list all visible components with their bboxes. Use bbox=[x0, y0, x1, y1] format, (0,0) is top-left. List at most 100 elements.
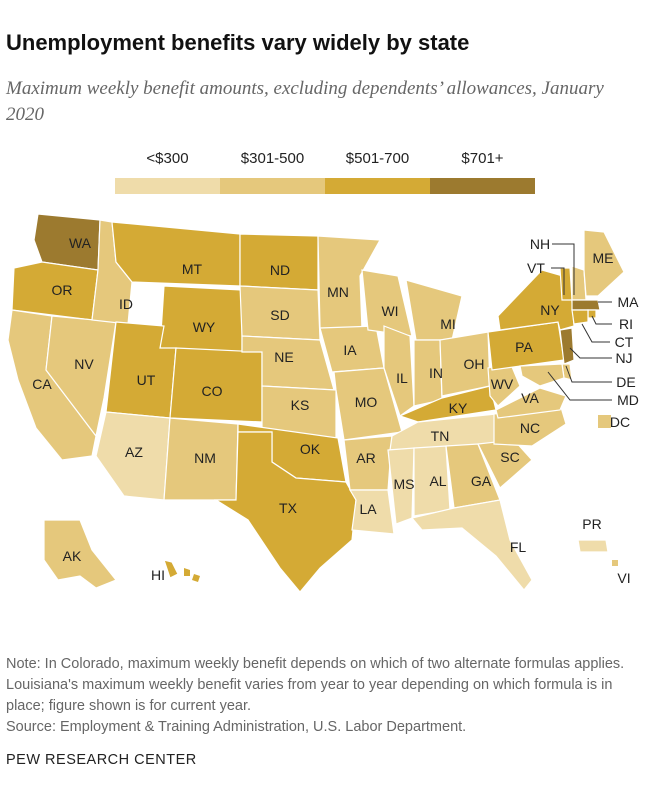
note-block: Note: In Colorado, maximum weekly benefi… bbox=[6, 654, 646, 738]
state-label-nd: ND bbox=[270, 262, 290, 278]
state-label-ia: IA bbox=[343, 342, 357, 358]
state-label-hi: HI bbox=[151, 567, 165, 583]
state-label-al: AL bbox=[429, 473, 446, 489]
note-text: Note: In Colorado, maximum weekly benefi… bbox=[6, 656, 625, 714]
state-shape-hi bbox=[163, 559, 179, 579]
legend-label: <$300 bbox=[146, 150, 189, 167]
callout-line-nj bbox=[569, 347, 612, 359]
state-label-ny: NY bbox=[540, 302, 560, 318]
state-label-in: IN bbox=[429, 365, 443, 381]
legend-item-701-plus: $701+ bbox=[430, 150, 535, 194]
state-label-ut: UT bbox=[137, 372, 156, 388]
state-label-tn: TN bbox=[431, 428, 450, 444]
state-shape-ak bbox=[43, 519, 117, 589]
island-shape-hi-1 bbox=[192, 574, 200, 582]
state-label-nc: NC bbox=[520, 420, 540, 436]
state-label-ks: KS bbox=[291, 397, 310, 413]
state-label-il: IL bbox=[396, 370, 408, 386]
state-label-nv: NV bbox=[74, 356, 94, 372]
state-label-wv: WV bbox=[491, 376, 514, 392]
callout-line-de bbox=[565, 365, 612, 383]
state-label-wi: WI bbox=[381, 303, 398, 319]
state-label-az: AZ bbox=[125, 444, 143, 460]
us-state-map: WA OR CA NV ID MT WY UT AZ CO NM ND SD NE KS OK TX MN IA MO… bbox=[7, 213, 639, 593]
state-label-tx: TX bbox=[279, 500, 298, 516]
legend-label: $301-500 bbox=[240, 150, 305, 167]
legend-item-501-700: $501-700 bbox=[325, 150, 430, 194]
legend: <$300 $301-500 $501-700 $701+ bbox=[115, 150, 535, 194]
callout-line-vt bbox=[551, 267, 565, 295]
state-shape-vt bbox=[559, 267, 573, 301]
state-label-wa: WA bbox=[69, 235, 92, 251]
state-label-dc: DC bbox=[610, 414, 630, 430]
state-shapes bbox=[7, 213, 625, 593]
island-shape-hi-0 bbox=[184, 568, 190, 576]
state-label-nh: NH bbox=[530, 236, 550, 252]
state-label-fl: FL bbox=[510, 539, 527, 555]
legend-swatch bbox=[430, 178, 535, 194]
state-labels: WA OR CA NV ID MT WY UT AZ CO NM ND SD NE KS OK TX MN IA MO… bbox=[32, 235, 639, 586]
state-shape-la bbox=[348, 489, 395, 535]
state-shape-fl bbox=[410, 499, 533, 591]
state-shape-tx bbox=[213, 431, 357, 593]
state-label-de: DE bbox=[616, 374, 635, 390]
state-label-ok: OK bbox=[300, 441, 321, 457]
state-shape-il bbox=[383, 325, 415, 417]
state-shape-ny bbox=[497, 269, 575, 331]
dc-swatch bbox=[598, 415, 611, 428]
legend-swatch bbox=[325, 178, 430, 194]
state-label-ky: KY bbox=[449, 400, 468, 416]
state-label-oh: OH bbox=[464, 356, 485, 372]
state-label-co: CO bbox=[202, 383, 223, 399]
state-label-ma: MA bbox=[618, 294, 640, 310]
state-label-md: MD bbox=[617, 392, 639, 408]
state-label-me: ME bbox=[593, 250, 614, 266]
state-shape-md bbox=[519, 363, 565, 387]
legend-swatch bbox=[220, 178, 325, 194]
state-label-ne: NE bbox=[274, 349, 293, 365]
state-label-ar: AR bbox=[356, 450, 375, 466]
callout-line-nh bbox=[552, 243, 575, 295]
callout-line-ri bbox=[591, 315, 612, 325]
state-shape-ma bbox=[571, 299, 601, 311]
state-label-mi: MI bbox=[440, 316, 456, 332]
state-shape-ct bbox=[571, 309, 589, 325]
state-label-mn: MN bbox=[327, 284, 349, 300]
callout-line-ct bbox=[581, 323, 610, 343]
state-shape-va bbox=[495, 387, 567, 419]
legend-item-301-500: $301-500 bbox=[220, 150, 325, 194]
state-shape-mn bbox=[317, 235, 381, 331]
state-label-ct: CT bbox=[615, 334, 634, 350]
state-label-nm: NM bbox=[194, 450, 216, 466]
state-label-ga: GA bbox=[471, 473, 492, 489]
state-label-va: VA bbox=[521, 390, 539, 406]
state-shape-me bbox=[583, 229, 625, 297]
state-shape-pr bbox=[577, 539, 609, 553]
state-label-sc: SC bbox=[500, 449, 519, 465]
chart-subtitle: Maximum weekly benefit amounts, excludin… bbox=[6, 78, 604, 125]
callout-lines bbox=[547, 243, 612, 401]
state-label-id: ID bbox=[119, 296, 133, 312]
source-text: Source: Employment & Training Administra… bbox=[6, 719, 467, 735]
legend-label: $501-700 bbox=[345, 150, 410, 167]
callout-line-md bbox=[547, 371, 612, 401]
state-label-wy: WY bbox=[193, 319, 216, 335]
state-label-ri: RI bbox=[619, 316, 633, 332]
state-label-or: OR bbox=[52, 282, 73, 298]
state-label-la: LA bbox=[359, 501, 377, 517]
chart-title: Unemployment benefits vary widely by sta… bbox=[6, 30, 470, 55]
state-label-mt: MT bbox=[182, 261, 203, 277]
state-label-vi: VI bbox=[617, 570, 630, 586]
state-label-ms: MS bbox=[394, 476, 415, 492]
state-shape-mo bbox=[333, 367, 403, 441]
state-shape-nj bbox=[559, 327, 575, 365]
island-shape-vi-2 bbox=[612, 560, 618, 566]
state-label-pr: PR bbox=[582, 516, 601, 532]
state-shape-mt bbox=[111, 221, 241, 287]
state-label-nj: NJ bbox=[615, 350, 632, 366]
state-label-ca: CA bbox=[32, 376, 52, 392]
state-label-sd: SD bbox=[270, 307, 289, 323]
legend-label: $701+ bbox=[461, 150, 504, 167]
state-shape-wi bbox=[361, 269, 413, 337]
state-label-pa: PA bbox=[515, 339, 533, 355]
